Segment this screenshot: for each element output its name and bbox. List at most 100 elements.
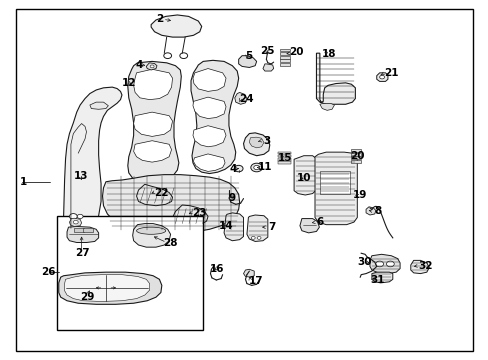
- Text: 5: 5: [245, 51, 252, 61]
- Polygon shape: [193, 68, 225, 91]
- Polygon shape: [376, 73, 387, 81]
- Circle shape: [250, 163, 262, 172]
- Polygon shape: [316, 53, 355, 104]
- Circle shape: [77, 214, 83, 219]
- Text: 3: 3: [263, 136, 270, 146]
- Bar: [351, 157, 361, 159]
- Circle shape: [69, 213, 77, 219]
- Polygon shape: [369, 254, 399, 274]
- Polygon shape: [59, 272, 162, 304]
- Text: 12: 12: [122, 78, 136, 88]
- Text: 26: 26: [41, 267, 56, 277]
- Text: 25: 25: [260, 46, 274, 57]
- Polygon shape: [193, 154, 224, 171]
- Polygon shape: [133, 141, 171, 162]
- Polygon shape: [319, 104, 334, 111]
- Text: 24: 24: [238, 94, 253, 104]
- Polygon shape: [249, 137, 264, 148]
- Polygon shape: [64, 275, 149, 301]
- Circle shape: [386, 261, 393, 267]
- Polygon shape: [193, 126, 225, 147]
- Polygon shape: [133, 112, 172, 136]
- Polygon shape: [63, 87, 122, 238]
- Text: 28: 28: [163, 238, 177, 248]
- Polygon shape: [243, 269, 254, 277]
- Bar: [351, 149, 361, 152]
- Polygon shape: [234, 93, 246, 104]
- Text: 13: 13: [73, 171, 88, 181]
- Circle shape: [251, 237, 255, 239]
- Text: 14: 14: [219, 221, 233, 231]
- Polygon shape: [263, 64, 273, 71]
- Polygon shape: [314, 152, 357, 225]
- Polygon shape: [102, 175, 239, 233]
- Text: 20: 20: [288, 47, 303, 57]
- Polygon shape: [238, 56, 256, 67]
- Bar: [351, 160, 361, 163]
- Text: 11: 11: [258, 162, 272, 172]
- Circle shape: [163, 53, 171, 59]
- Polygon shape: [243, 133, 269, 156]
- Text: 22: 22: [154, 188, 169, 198]
- Text: 16: 16: [209, 264, 224, 274]
- Text: 2: 2: [156, 14, 163, 24]
- Text: 10: 10: [296, 173, 311, 183]
- Polygon shape: [366, 207, 375, 215]
- Polygon shape: [146, 63, 157, 70]
- Circle shape: [73, 220, 78, 224]
- Text: 32: 32: [418, 261, 432, 271]
- Polygon shape: [127, 62, 181, 184]
- Polygon shape: [151, 15, 201, 37]
- Polygon shape: [191, 60, 238, 174]
- Text: 31: 31: [369, 275, 384, 285]
- Polygon shape: [67, 226, 99, 243]
- Polygon shape: [293, 156, 316, 195]
- Bar: [57, 216, 203, 330]
- Text: 6: 6: [316, 217, 323, 227]
- Bar: [277, 158, 290, 161]
- Bar: [351, 153, 361, 156]
- Text: 19: 19: [352, 190, 366, 200]
- Text: 8: 8: [374, 206, 381, 216]
- Polygon shape: [410, 260, 428, 274]
- Text: 4: 4: [229, 163, 237, 174]
- Text: 9: 9: [228, 193, 236, 203]
- Polygon shape: [132, 224, 170, 247]
- Bar: [279, 59, 289, 62]
- Ellipse shape: [136, 227, 165, 234]
- Polygon shape: [224, 213, 243, 241]
- Circle shape: [379, 75, 384, 79]
- Bar: [277, 152, 290, 154]
- Text: 21: 21: [384, 68, 398, 78]
- Bar: [74, 228, 84, 232]
- Circle shape: [180, 53, 187, 59]
- Polygon shape: [172, 205, 207, 226]
- Text: 17: 17: [248, 276, 263, 286]
- Text: 18: 18: [321, 49, 335, 59]
- Circle shape: [257, 237, 261, 239]
- Text: 23: 23: [192, 208, 206, 218]
- Bar: [279, 49, 289, 51]
- Circle shape: [253, 165, 259, 170]
- Circle shape: [234, 165, 243, 172]
- Bar: [83, 228, 93, 232]
- Polygon shape: [299, 219, 319, 233]
- Circle shape: [375, 261, 383, 267]
- Polygon shape: [90, 102, 108, 109]
- Text: 29: 29: [80, 292, 94, 302]
- Text: 30: 30: [357, 257, 371, 267]
- Circle shape: [150, 65, 154, 68]
- Bar: [277, 161, 290, 164]
- Polygon shape: [246, 215, 267, 242]
- Polygon shape: [136, 184, 172, 206]
- Text: 27: 27: [75, 248, 90, 258]
- Polygon shape: [133, 69, 172, 100]
- Bar: [279, 63, 289, 66]
- Text: 7: 7: [267, 222, 275, 232]
- Text: 15: 15: [277, 153, 291, 163]
- Bar: [319, 171, 349, 194]
- Polygon shape: [371, 272, 392, 283]
- Text: 4: 4: [135, 60, 142, 70]
- Polygon shape: [193, 97, 225, 118]
- Bar: [277, 155, 290, 157]
